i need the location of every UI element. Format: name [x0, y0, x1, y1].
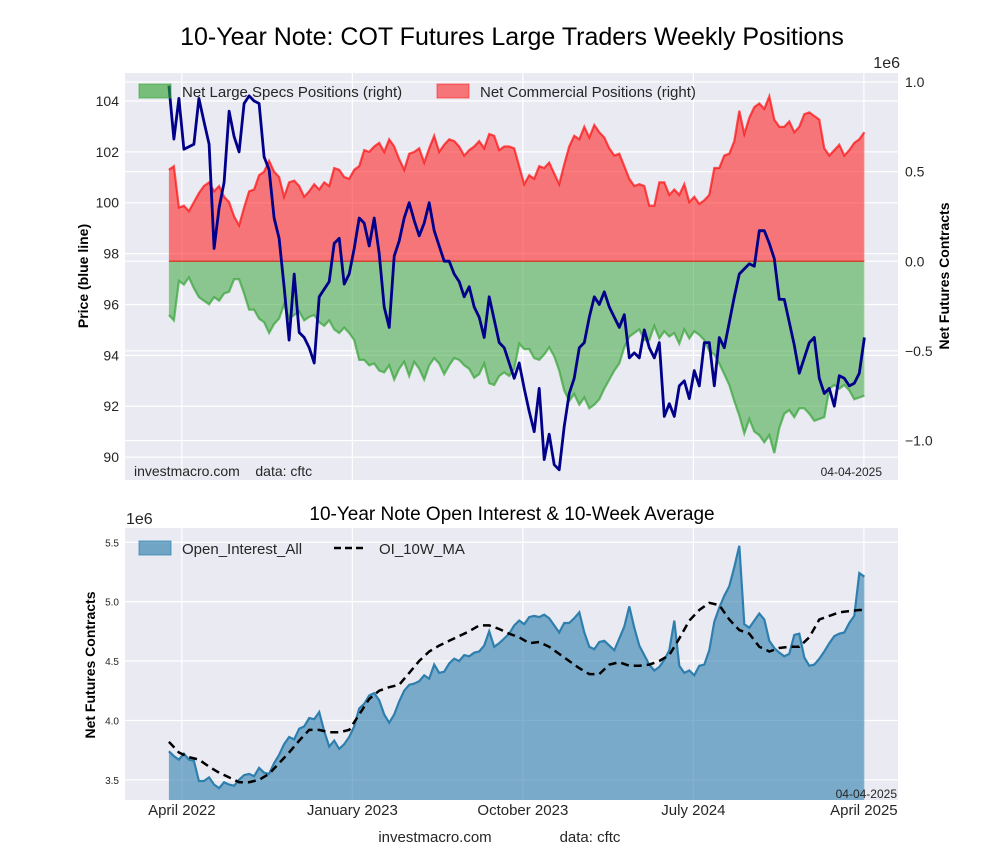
bottom-y-axis-ticks: 3.5 4.0 4.5 5.0 5.5: [105, 538, 119, 787]
left-tick-label-5: 100: [96, 195, 120, 211]
line-net-commercial-positions: [168, 92, 866, 229]
left-tick-label-1: 92: [103, 398, 119, 414]
x-tick-label-1: January 2023: [307, 802, 398, 819]
top-left-axis-label: Price (blue line): [75, 224, 91, 328]
left-tick-label-0: 90: [103, 449, 119, 465]
bottom-open-interest-area: [168, 545, 866, 800]
price-line: [167, 85, 866, 472]
bottom-y-tick-label-1: 4.0: [105, 716, 119, 727]
oi-10w-ma-line: [167, 601, 865, 784]
bottom-y-tick-label-0: 3.5: [105, 776, 119, 787]
legend-swatch-commercial: [436, 83, 470, 99]
right-tick-label-3: 0.5: [905, 164, 925, 180]
bottom-legend: Open_Interest_All OI_10W_MA: [138, 540, 465, 558]
x-tick-label-2: October 2023: [477, 802, 568, 819]
x-tick-label-4: April 2025: [830, 802, 898, 819]
top-right-axis-multiplier: 1e6: [873, 55, 900, 72]
bottom-x-axis-ticks: April 2022 January 2023 October 2023 July 2…: [148, 802, 898, 819]
top-right-axis-label: Net Futures Contracts: [936, 202, 952, 349]
right-tick-label-2: 0.0: [905, 253, 925, 269]
legend-swatch-open-interest: [138, 540, 172, 556]
top-source-annotation: investmacro.com data: cftc: [134, 463, 312, 479]
bottom-y-axis-label: Net Futures Contracts: [82, 591, 98, 738]
bottom-axis-multiplier: 1e6: [126, 511, 153, 528]
left-tick-label-3: 96: [103, 296, 119, 312]
top-date-annotation: 04-04-2025: [821, 465, 883, 479]
top-position-areas: [168, 92, 866, 454]
footer-site: investmacro.com: [378, 829, 491, 846]
bottom-date-annotation: 04-04-2025: [836, 787, 898, 801]
footer-data-source: data: cftc: [560, 829, 621, 846]
left-tick-label-4: 98: [103, 246, 119, 262]
top-left-axis-ticks: 90 92 94 96 98 100 102 104: [96, 93, 120, 465]
top-right-axis-ticks: −1.0 −0.5 0.0 0.5 1.0: [905, 74, 933, 449]
open-interest-area: [168, 545, 865, 800]
right-tick-label-1: −0.5: [905, 343, 933, 359]
left-tick-label-2: 94: [103, 347, 119, 363]
open-interest-line: [168, 545, 866, 790]
right-tick-label-4: 1.0: [905, 74, 925, 90]
x-tick-label-3: July 2024: [661, 802, 725, 819]
bottom-moving-average-line: [167, 601, 865, 784]
x-tick-label-0: April 2022: [148, 802, 216, 819]
legend-swatch-large-specs: [138, 83, 172, 99]
bottom-chart-title: 10-Year Note Open Interest & 10-Week Ave…: [309, 504, 714, 525]
area-net-large-specs-positions: [168, 261, 865, 454]
legend-label-open-interest: Open_Interest_All: [182, 541, 302, 558]
legend-label-moving-average: OI_10W_MA: [379, 541, 465, 558]
bottom-y-tick-label-2: 4.5: [105, 657, 119, 668]
right-tick-label-0: −1.0: [905, 433, 933, 449]
legend-label-commercial: Net Commercial Positions (right): [480, 84, 696, 101]
legend-label-large-specs: Net Large Specs Positions (right): [182, 84, 402, 101]
bottom-y-tick-label-3: 5.0: [105, 598, 119, 609]
top-legend: Net Large Specs Positions (right) Net Co…: [138, 83, 696, 101]
top-chart-title: 10-Year Note: COT Futures Large Traders …: [180, 23, 844, 51]
area-net-commercial-positions: [168, 96, 865, 262]
left-tick-label-7: 104: [96, 93, 120, 109]
bottom-y-tick-label-4: 5.5: [105, 538, 119, 549]
top-price-line: [167, 85, 866, 472]
left-tick-label-6: 102: [96, 144, 120, 160]
